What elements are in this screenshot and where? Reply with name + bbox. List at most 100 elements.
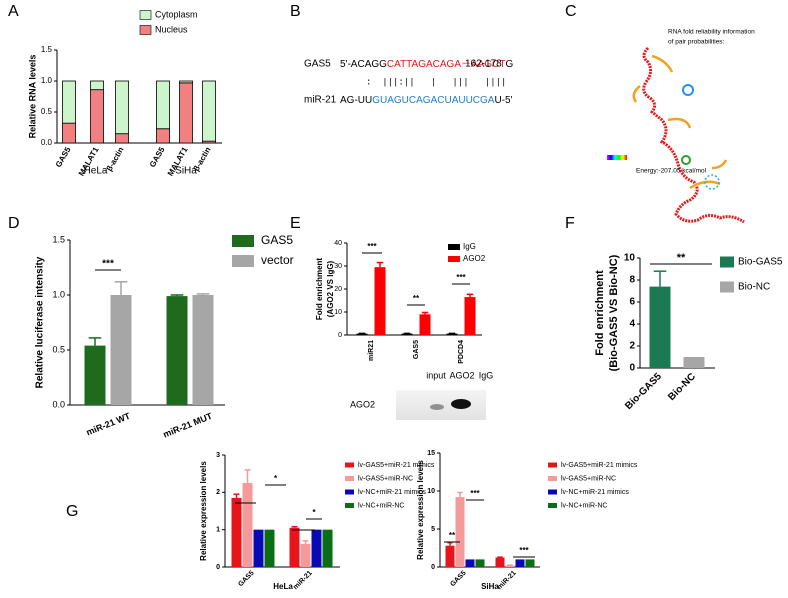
significance-label: *	[312, 508, 316, 517]
x-tick-label: Bio-NC	[666, 371, 698, 403]
sequence: AG-UUGUAGUCAGACUAUUCGAU-5'	[340, 95, 513, 106]
y-tick-label: 2	[216, 489, 220, 496]
error-bar	[376, 261, 384, 268]
y-tick-label: 10	[334, 309, 342, 316]
legend-swatch	[345, 489, 354, 495]
significance-label: ***	[102, 259, 114, 270]
fold-loop	[704, 174, 720, 190]
x-tick-label: GAS5	[148, 145, 167, 169]
bar	[166, 296, 188, 405]
y-axis-label: Relative expression levels	[199, 461, 208, 561]
x-tick-label: miR21	[368, 340, 375, 361]
error-bar	[244, 469, 251, 483]
y-tick-label: 4	[629, 319, 635, 330]
error-bar	[653, 270, 667, 287]
bar	[84, 345, 106, 405]
legend-swatch	[139, 10, 152, 20]
bar	[289, 527, 300, 567]
fold-loop	[681, 155, 691, 165]
seq-range: 162-178	[465, 59, 502, 70]
x-tick-label: miR-21 WT	[85, 411, 132, 438]
bar	[110, 295, 132, 405]
legend-label: Nucleus	[155, 24, 188, 34]
y-axis-label: (AGO2 VS IgG)	[326, 260, 335, 317]
plot: 0 10 20 30 40 Fold enrichment (AGO2 VS IgG) miR…	[315, 240, 486, 364]
bar	[446, 333, 458, 335]
panel-label: E	[290, 215, 301, 232]
rna-fold: RNA fold reliability information of pair…	[607, 29, 755, 224]
fold-caption: RNA fold reliability information	[668, 29, 755, 36]
bar	[475, 559, 485, 567]
y-tick-label: 0	[216, 564, 220, 571]
y-axis-label: (Bio-GAS5 VS Bio-NC)	[608, 254, 620, 371]
seq-name: miR-21	[304, 95, 337, 106]
error-bar	[170, 294, 184, 297]
legend-label: Cytoplasm	[155, 9, 198, 19]
bar	[300, 543, 311, 567]
legend-label: lv-GAS5+miR-NC	[358, 475, 413, 482]
y-tick-label: 0	[338, 332, 342, 339]
seq-part: AG-UU	[340, 95, 372, 106]
x-tick-label: β-actin	[105, 145, 126, 172]
legend-swatch	[548, 476, 557, 481]
bar	[179, 82, 193, 144]
plot: 0 2 4 6 8 10 Fold enrichment (Bio-GAS5 VS Bio-N…	[594, 252, 783, 412]
group-label: SiHa	[175, 166, 197, 177]
fold-loop	[632, 54, 728, 190]
bar	[253, 529, 264, 567]
y-tick-label: 5	[431, 526, 435, 533]
y-tick-label: 0	[629, 363, 635, 374]
bar	[445, 545, 455, 567]
group-label: HeLa	[84, 166, 108, 177]
legend-label: lv-NC+miR-NC	[561, 502, 607, 509]
plot: 0 1 2 3 Relative expression levels GAS5 miR-21…	[199, 452, 435, 591]
legend-swatch	[139, 25, 152, 35]
bar	[156, 80, 170, 130]
bar	[90, 89, 104, 144]
fold-loop	[682, 84, 694, 96]
y-tick-label: 1.0	[52, 289, 65, 299]
bar	[192, 295, 214, 405]
error-bar	[466, 293, 474, 298]
bar	[649, 286, 671, 368]
legend-label: lv-GAS5+miR-21 mimics	[358, 462, 435, 469]
bar	[683, 357, 705, 368]
y-tick-label: 10	[624, 253, 636, 264]
x-tick-label: miR-21	[292, 570, 314, 592]
pairing: : |||:|| | ||| ||||	[366, 77, 506, 87]
legend-label: IgG	[463, 242, 476, 251]
panel-label: B	[290, 3, 301, 20]
x-tick-label: PDCD4	[458, 340, 465, 364]
blot-band	[451, 399, 471, 409]
legend-swatch	[345, 476, 354, 481]
y-axis-label: Relative expression levels	[416, 460, 425, 560]
legend-label: Bio-NC	[738, 282, 770, 293]
lane-label: AGO2	[449, 370, 474, 380]
significance-label: ***	[470, 489, 480, 498]
y-tick-label: 0.0	[41, 138, 53, 147]
panel-label: G	[66, 503, 78, 520]
y-tick-label: 1	[216, 527, 220, 534]
bar	[62, 122, 76, 144]
error-bar	[233, 493, 240, 498]
y-tick-label: 2	[629, 341, 635, 352]
x-tick-label: GAS5	[54, 145, 73, 169]
legend-label: lv-GAS5+miR-21 mimics	[561, 462, 638, 469]
bar	[495, 557, 505, 567]
row-label: AGO2	[350, 399, 375, 409]
bar	[515, 559, 525, 567]
x-tick-label: GAS5	[413, 340, 420, 359]
y-tick-label: 1.5	[52, 234, 65, 244]
error-bar	[88, 337, 102, 346]
bar	[464, 297, 476, 335]
y-axis-label: Fold enrichment	[594, 270, 606, 356]
significance-label: **	[449, 531, 456, 540]
energy: Energy:-207.05 kcal/mol	[636, 168, 707, 175]
lane-label: IgG	[479, 370, 494, 380]
x-tick-label: GAS5	[449, 570, 468, 589]
y-tick-label: 0.5	[52, 344, 65, 354]
x-tick-label: Bio-GAS5	[623, 371, 664, 412]
